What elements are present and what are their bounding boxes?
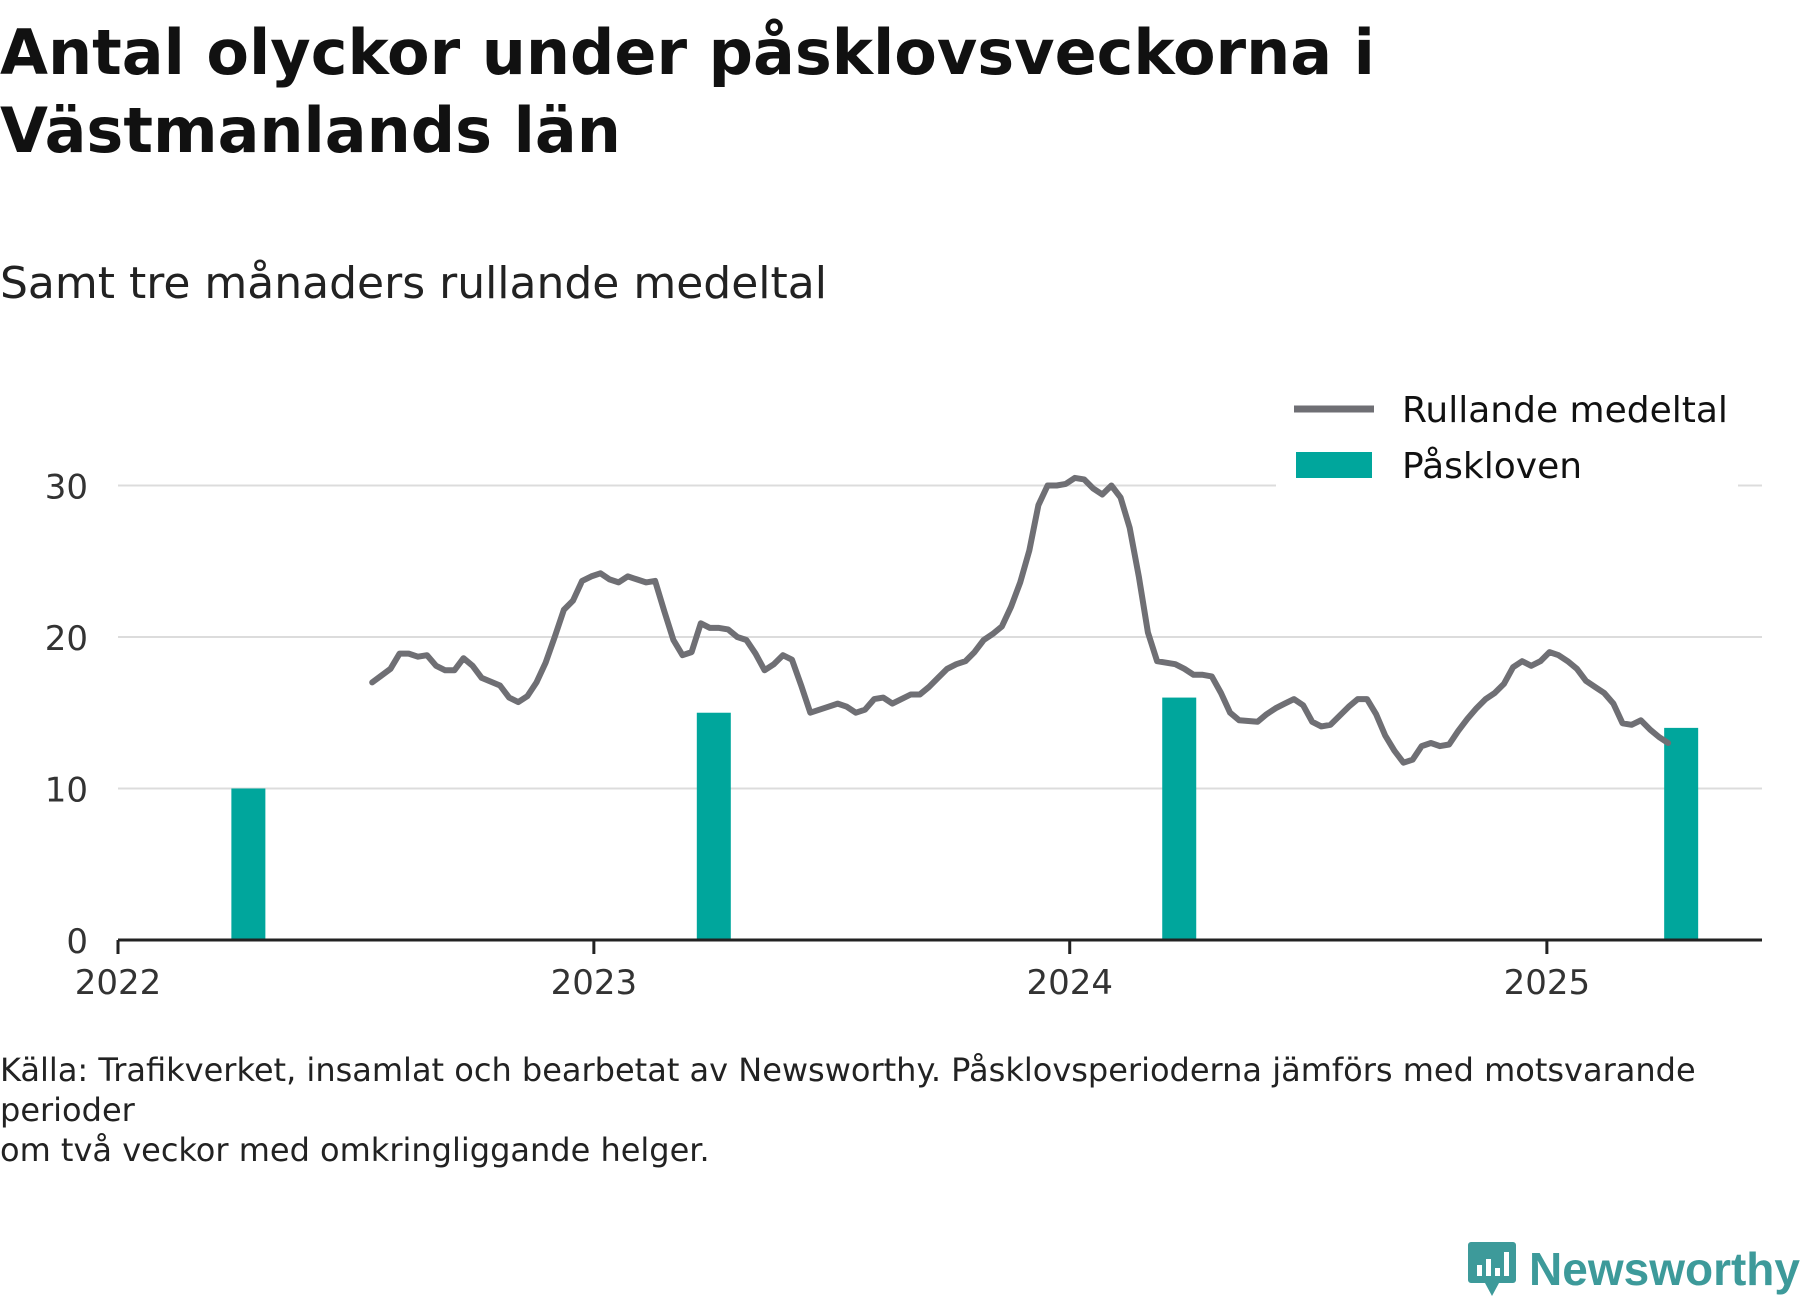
chart-title: Antal olyckor under påsklovsveckorna i V…	[0, 16, 1375, 167]
bar-2023	[696, 712, 731, 940]
x-tick-label-2022: 2022	[75, 963, 162, 1003]
x-tick-label-2023: 2023	[551, 963, 638, 1003]
source-note-line-2: om två veckor med omkringliggande helger…	[0, 1131, 710, 1169]
line-series-rullande-medeltal	[369, 474, 1672, 766]
legend: Rullande medeltal Påskloven	[1276, 380, 1738, 488]
y-tick-label-20: 20	[45, 619, 88, 659]
legend-swatch-bar	[1296, 452, 1372, 478]
bar-2022	[231, 788, 266, 940]
grid-lines	[118, 484, 1762, 790]
legend-label-rullande-medeltal: Rullande medeltal	[1402, 390, 1728, 431]
y-tick-label-30: 30	[45, 467, 88, 507]
x-tick-label-2024: 2024	[1026, 963, 1113, 1003]
source-note: Källa: Trafikverket, insamlat och bearbe…	[0, 1050, 1700, 1170]
y-tick-label-0: 0	[66, 922, 88, 962]
brand-name: Newsworthy	[1529, 1243, 1800, 1295]
newsworthy-logo-icon	[1468, 1242, 1517, 1296]
x-tick-label-2025: 2025	[1504, 963, 1591, 1003]
y-tick-label-10: 10	[45, 770, 88, 810]
source-note-line-1: Källa: Trafikverket, insamlat och bearbe…	[0, 1051, 1696, 1129]
brand-logo: Newsworthy	[1467, 1240, 1800, 1298]
bar-2024	[1162, 697, 1197, 940]
bar-series-paskloven	[231, 697, 1699, 940]
chart-subtitle: Samt tre månaders rullande medeltal	[0, 258, 827, 309]
chart-area: 0 10 20 30 2022 2023 2024 2025 Rullande medelt…	[45, 380, 1762, 1003]
legend-label-paskloven: Påskloven	[1402, 446, 1582, 487]
bar-2025	[1664, 727, 1699, 940]
x-axis: 2022 2023 2024 2025	[75, 938, 1762, 1003]
y-axis-ticks: 0 10 20 30	[45, 467, 88, 962]
